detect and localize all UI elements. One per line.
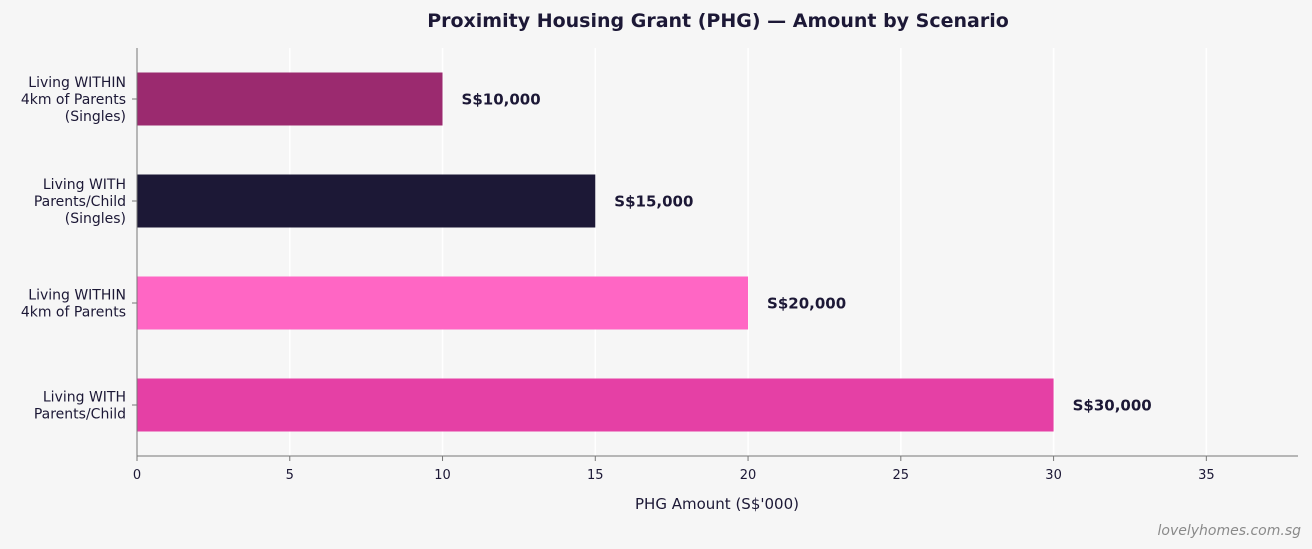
watermark: lovelyhomes.com.sg (1158, 523, 1302, 539)
chart-title: Proximity Housing Grant (PHG) — Amount b… (427, 10, 1009, 32)
x-tick-label: 25 (893, 468, 910, 483)
category-label: Living WITHIN 4km of Parents (Singles) (21, 75, 126, 125)
x-tick-label: 10 (434, 468, 451, 483)
category-label: Living WITHIN 4km of Parents (21, 288, 126, 321)
category-label-line: Living WITH (43, 390, 126, 406)
category-label-line: Living WITHIN (28, 288, 126, 304)
bars-group: S$10,000 S$15,000 S$20,000 S$30,000 (137, 72, 1152, 432)
bar (137, 276, 749, 330)
x-tick-label: 30 (1045, 468, 1062, 483)
bar-value-label: S$30,000 (1073, 397, 1152, 415)
x-tick-label: 15 (587, 468, 604, 483)
category-label-line: (Singles) (65, 211, 126, 227)
bar (137, 378, 1054, 432)
category-label-line: Parents/Child (34, 194, 126, 210)
category-label: Living WITH Parents/Child (34, 390, 126, 423)
category-label-line: 4km of Parents (21, 92, 126, 108)
category-label: Living WITH Parents/Child (Singles) (34, 177, 126, 227)
x-tick-label: 5 (286, 468, 294, 483)
x-tick-label: 35 (1198, 468, 1215, 483)
x-tick-labels: 0 5 10 15 20 25 30 35 (133, 468, 1215, 483)
x-axis-label: PHG Amount (S$'000) (635, 495, 799, 513)
bar (137, 174, 596, 228)
bar-value-label: S$20,000 (767, 295, 846, 313)
axes-group (132, 48, 1298, 461)
x-tick-label: 0 (133, 468, 141, 483)
category-label-line: Parents/Child (34, 407, 126, 423)
bar (137, 72, 443, 126)
category-label-line: (Singles) (65, 109, 126, 125)
bar-value-label: S$10,000 (462, 91, 541, 109)
bar-value-label: S$15,000 (614, 193, 693, 211)
category-label-line: Living WITHIN (28, 75, 126, 91)
category-label-line: 4km of Parents (21, 305, 126, 321)
category-label-line: Living WITH (43, 177, 126, 193)
x-tick-label: 20 (740, 468, 757, 483)
category-labels: Living WITHIN 4km of Parents (Singles)Livi… (21, 75, 126, 423)
